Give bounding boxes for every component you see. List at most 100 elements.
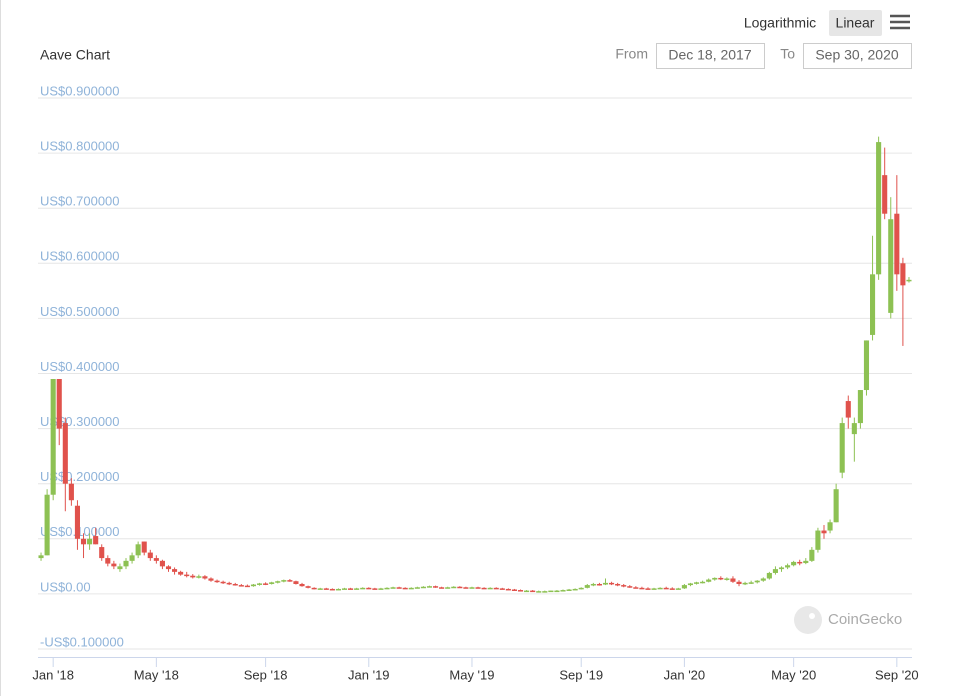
- candle: [572, 588, 578, 591]
- candle: [214, 579, 220, 583]
- candle-body: [542, 591, 548, 593]
- menu-icon[interactable]: [890, 14, 910, 30]
- candle-body: [117, 566, 123, 570]
- candle-body: [208, 578, 214, 581]
- candle-body: [803, 560, 809, 564]
- candle-body: [147, 552, 153, 559]
- candle-body: [256, 583, 263, 585]
- to-input[interactable]: [803, 43, 912, 69]
- candle-body: [602, 582, 609, 585]
- candle-body: [281, 580, 287, 582]
- candle: [311, 587, 317, 590]
- candle: [451, 586, 457, 589]
- candle: [117, 563, 123, 572]
- candle-body: [833, 489, 839, 523]
- y-tick-label: US$0.400000: [40, 359, 120, 374]
- candle-body: [74, 505, 81, 539]
- scale-option[interactable]: Logarithmic: [744, 15, 816, 31]
- candle-body: [742, 582, 748, 585]
- candle: [797, 559, 803, 566]
- y-tick-label: US$0.200000: [40, 469, 120, 484]
- candle-body: [730, 578, 736, 582]
- candle: [178, 570, 184, 576]
- candle-body: [426, 586, 433, 588]
- candle: [785, 563, 791, 570]
- x-tick-label: Sep '19: [559, 667, 603, 682]
- candle-body: [778, 567, 785, 570]
- candle: [299, 582, 305, 587]
- candle: [68, 478, 74, 506]
- candle: [839, 417, 845, 479]
- candle-body: [226, 582, 232, 585]
- candle: [329, 588, 335, 591]
- candle: [863, 340, 870, 396]
- candle: [560, 589, 566, 592]
- candle-body: [445, 587, 451, 589]
- candle-body: [293, 581, 299, 584]
- candle: [348, 587, 354, 590]
- candle-body: [439, 587, 445, 589]
- candle: [815, 527, 821, 553]
- candle-body: [894, 213, 900, 275]
- candle: [366, 587, 372, 590]
- candle-body: [432, 586, 439, 588]
- candle: [335, 588, 341, 591]
- candle: [190, 574, 196, 579]
- candle: [293, 580, 299, 585]
- candle-body: [712, 577, 718, 580]
- candle: [172, 567, 178, 575]
- candle-body: [766, 572, 772, 579]
- candle-body: [548, 590, 554, 593]
- candle: [742, 581, 748, 586]
- candle: [615, 582, 621, 587]
- candle: [718, 576, 724, 581]
- candle: [681, 583, 687, 589]
- scale-option[interactable]: Linear: [836, 15, 875, 31]
- candle: [748, 580, 754, 584]
- candle-body: [420, 586, 426, 589]
- x-tick-label: Jan '19: [348, 667, 390, 682]
- candle-body: [378, 588, 384, 590]
- candle-body: [906, 279, 912, 282]
- scale-button-active[interactable]: [829, 10, 882, 36]
- candle-body: [329, 588, 335, 591]
- candle: [432, 585, 439, 588]
- candle-body: [244, 585, 250, 588]
- candle: [706, 578, 712, 583]
- watermark: CoinGecko: [794, 606, 902, 634]
- candle-body: [238, 585, 244, 587]
- candle-body: [839, 423, 845, 473]
- candle: [524, 590, 530, 593]
- candle-body: [851, 423, 857, 435]
- from-input[interactable]: [656, 43, 765, 69]
- candle: [833, 483, 839, 523]
- candle-body: [882, 175, 888, 214]
- candle-body: [62, 423, 68, 484]
- candle-body: [845, 401, 851, 418]
- candle: [493, 587, 499, 590]
- candle: [888, 197, 894, 319]
- candle: [305, 585, 311, 589]
- candle: [50, 379, 56, 501]
- candle-body: [505, 588, 511, 591]
- candle: [384, 587, 390, 590]
- candle: [639, 586, 645, 590]
- candle-body: [517, 590, 524, 592]
- candle: [542, 590, 548, 593]
- watermark-text: CoinGecko: [828, 611, 902, 628]
- to-label: To: [780, 46, 795, 62]
- candle: [754, 580, 760, 584]
- candle-body: [275, 581, 281, 583]
- candle: [372, 587, 378, 590]
- candle-body: [687, 583, 694, 586]
- candle: [809, 547, 815, 562]
- candle-body: [214, 580, 220, 583]
- candle: [736, 580, 742, 587]
- candle: [287, 579, 293, 582]
- candle: [857, 390, 863, 429]
- candle-body: [105, 558, 111, 564]
- candle: [238, 583, 244, 587]
- candle-body: [123, 560, 129, 567]
- candle-body: [560, 590, 566, 592]
- chart-title: Aave Chart: [40, 47, 110, 63]
